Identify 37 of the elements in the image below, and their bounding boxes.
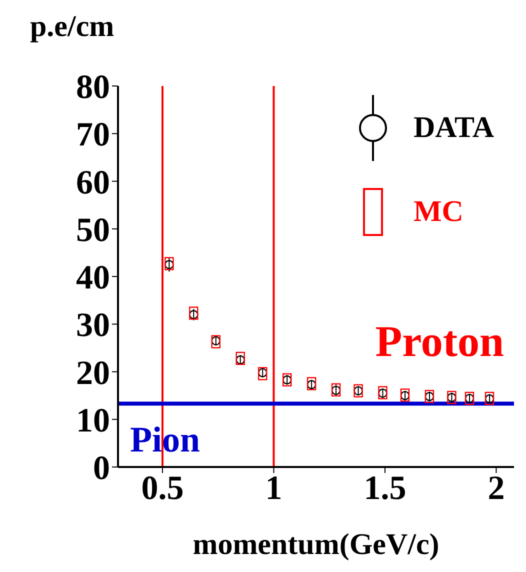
point	[306, 380, 316, 390]
y-axis-title: p.e/cm	[30, 10, 114, 44]
y-tick-label: 80	[76, 69, 110, 106]
point	[164, 260, 174, 270]
annotation: Proton	[375, 316, 504, 367]
point	[400, 390, 410, 400]
x-tick-label: 1	[265, 470, 282, 508]
y-tick-label: 40	[76, 260, 110, 297]
point	[306, 377, 316, 390]
point	[484, 392, 494, 406]
point	[189, 310, 198, 320]
legend-label: MC	[413, 195, 464, 229]
point	[164, 257, 174, 270]
x-tick-label: 1.5	[364, 470, 406, 508]
point	[211, 335, 220, 348]
y-tick-label: 70	[76, 116, 110, 154]
point	[400, 388, 410, 402]
y-tick-label: 10	[76, 402, 110, 440]
point	[378, 388, 388, 398]
y-tick-label: 60	[76, 164, 110, 202]
point	[211, 336, 220, 346]
point	[236, 355, 245, 364]
y-tick-label: 50	[76, 212, 110, 249]
point	[258, 368, 268, 378]
y-tick-label: 0	[93, 450, 110, 488]
point	[484, 394, 494, 404]
point	[378, 386, 388, 400]
point	[189, 306, 198, 320]
x-axis-title: momentum(GeV/c)	[192, 528, 440, 561]
x-tick-label: 2	[488, 470, 505, 508]
y-tick-label: 30	[76, 307, 110, 344]
y-tick-label: 20	[76, 354, 110, 392]
legend-label: DATA	[413, 111, 494, 145]
point	[258, 367, 268, 380]
x-tick-label: 0.5	[141, 470, 184, 508]
point	[331, 383, 341, 396]
point	[331, 386, 341, 395]
